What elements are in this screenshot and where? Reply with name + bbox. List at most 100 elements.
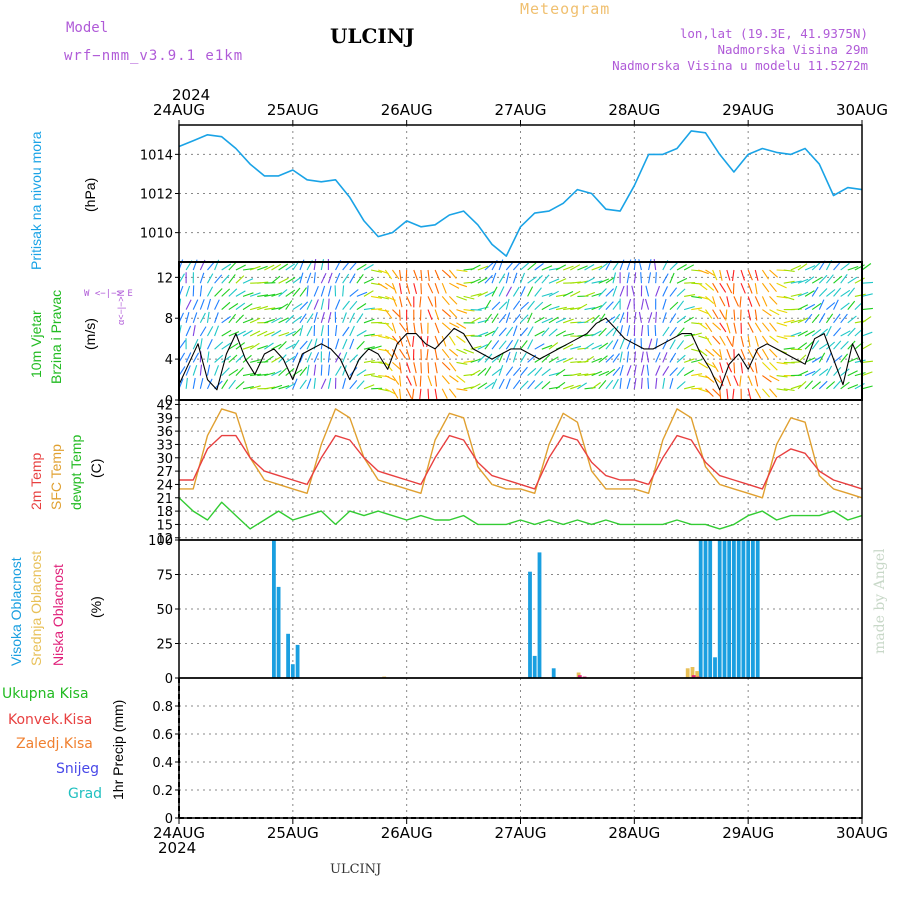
wind-barb	[385, 375, 396, 381]
wind-barb	[645, 285, 650, 297]
wind-barb	[826, 302, 836, 311]
wind-barb	[505, 298, 510, 310]
wind-barb	[548, 356, 559, 363]
wind-barb	[327, 377, 332, 389]
wind-barb	[833, 313, 841, 324]
wind-barb	[776, 322, 788, 327]
wind-barb	[420, 322, 423, 334]
wind-barb	[292, 287, 301, 297]
y-tick-label: 30	[156, 452, 173, 467]
wind-barb	[257, 305, 268, 311]
wind-barb	[419, 388, 422, 400]
wind-barb	[527, 326, 534, 337]
wind-barb	[811, 368, 821, 377]
wind-barb	[612, 285, 618, 297]
wind-barb	[221, 301, 231, 311]
wind-barb	[214, 299, 220, 310]
wind-barb	[484, 366, 492, 376]
wind-barb	[320, 285, 326, 297]
wind-barb	[769, 322, 777, 332]
wind-barb	[484, 340, 492, 350]
high-cloud-bar	[736, 540, 741, 678]
wind-barb	[456, 295, 467, 301]
wind-barb	[732, 335, 735, 347]
wind-barb	[541, 381, 551, 390]
wind-barb	[654, 324, 657, 337]
panel-frame	[178, 677, 863, 819]
wind-barb	[598, 278, 610, 284]
wind-barb	[719, 375, 724, 387]
wind-barb	[349, 289, 359, 297]
wind-barb	[797, 278, 809, 284]
wind-barb	[562, 343, 574, 350]
y-tick-label: 15	[156, 518, 173, 533]
wind-barb	[391, 296, 398, 307]
compass-we-label: W <−|−> E	[84, 289, 133, 299]
wind-barb	[356, 263, 367, 271]
wind-barb	[456, 348, 467, 355]
wind-barb	[818, 313, 826, 324]
wind-barb	[605, 316, 616, 324]
wind-barb	[456, 309, 468, 314]
wind-barb	[683, 343, 694, 350]
wind-barb	[356, 330, 367, 337]
low-cloud-bar	[577, 675, 582, 678]
wind-barb	[626, 272, 630, 284]
wind-barb	[691, 332, 702, 337]
wind-barb	[406, 388, 413, 399]
wind-barb	[605, 327, 615, 337]
wind-barb	[840, 302, 850, 311]
wind-barb	[861, 307, 873, 311]
wind-barb	[228, 342, 239, 350]
model-name: wrf−nmm_v3.9.1 e1km	[64, 48, 244, 64]
wind-barb	[726, 269, 731, 281]
wind-barb	[378, 295, 390, 300]
wind-barb	[861, 385, 873, 390]
mid-cloud-bar	[695, 671, 700, 678]
wind-barb	[334, 338, 340, 350]
wind-barb	[719, 362, 724, 374]
wind-barb	[790, 280, 802, 284]
wind-barb	[776, 388, 788, 392]
wind-barb	[505, 378, 511, 390]
wind-barb	[299, 379, 307, 390]
wind-barb	[747, 388, 752, 400]
wind-barb	[512, 351, 518, 363]
wind-barb	[555, 317, 567, 324]
wind-barb	[811, 262, 821, 271]
pressure-line	[178, 130, 863, 257]
wind-barb	[731, 269, 735, 281]
wind-barb	[840, 368, 850, 377]
wind-barb	[804, 380, 814, 390]
wind-barb	[235, 330, 246, 337]
wind-barb	[719, 322, 727, 333]
wind-barb	[441, 375, 450, 385]
wind-barb	[705, 335, 712, 346]
wind-barb	[733, 296, 740, 307]
wind-barb	[434, 322, 440, 334]
wind-barb	[335, 365, 342, 376]
wind-barb	[676, 381, 686, 390]
wind-barb	[605, 340, 614, 350]
wind-barb	[733, 322, 737, 334]
wind-barb	[335, 272, 341, 284]
y-tick-label: 0.6	[152, 728, 173, 743]
wind-barb	[683, 369, 694, 377]
wind-barb	[783, 280, 795, 284]
wind-barb	[320, 272, 327, 284]
wind-barb	[456, 269, 468, 273]
wind-barb	[377, 282, 388, 290]
wind-barb	[271, 306, 283, 311]
wind-barb	[221, 263, 232, 271]
wind-barb	[385, 282, 395, 290]
wind-barb	[249, 342, 260, 350]
wind-barb	[242, 278, 254, 284]
wind-barb	[619, 364, 624, 376]
wind-barb	[591, 305, 603, 311]
wind-barb	[271, 370, 282, 377]
wind-barb	[278, 289, 288, 297]
wind-barb	[783, 269, 795, 272]
wind-barb	[705, 322, 713, 333]
wind-barb	[228, 274, 236, 284]
wind-barb	[605, 379, 614, 390]
